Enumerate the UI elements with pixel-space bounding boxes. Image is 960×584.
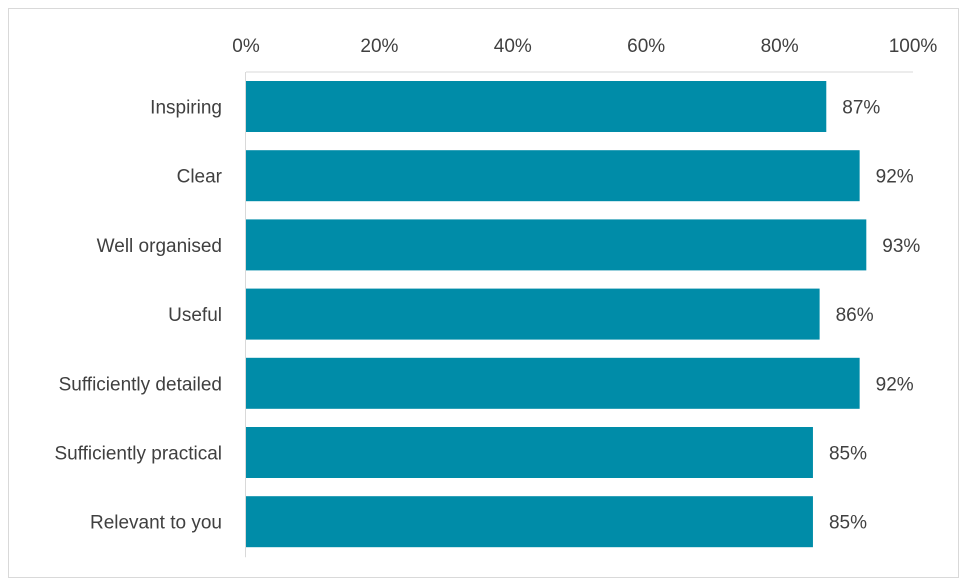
x-tick-label: 60% — [627, 36, 665, 57]
x-tick-label: 40% — [494, 36, 532, 57]
category-label: Sufficiently practical — [54, 444, 222, 465]
category-label: Clear — [177, 167, 223, 188]
category-label: Well organised — [97, 236, 222, 257]
data-label: 92% — [876, 167, 914, 188]
bar — [246, 81, 827, 132]
data-label: 87% — [842, 98, 880, 119]
x-tick-label: 0% — [232, 36, 260, 57]
category-label: Useful — [168, 305, 222, 326]
data-label: 85% — [829, 513, 867, 534]
category-label: Relevant to you — [90, 513, 222, 534]
value-labels: 87% 92% 93% 86% 92% 85% 85% — [829, 98, 920, 534]
data-label: 93% — [882, 236, 920, 257]
bar — [246, 427, 813, 478]
category-label: Inspiring — [150, 98, 222, 119]
x-tick-label: 20% — [360, 36, 398, 57]
category-labels: Inspiring Clear Well organised Useful Suffic… — [54, 98, 222, 534]
bar — [246, 357, 860, 409]
bar — [246, 219, 867, 271]
x-axis-ticks: 0% 20% 40% 60% 80% 100% — [232, 36, 938, 73]
x-tick-label: 100% — [889, 36, 938, 57]
bar — [246, 496, 813, 548]
data-label: 92% — [876, 374, 914, 395]
bar — [246, 288, 820, 340]
data-label: 85% — [829, 444, 867, 465]
x-tick-label: 80% — [761, 36, 799, 57]
bar — [246, 150, 860, 202]
data-label: 86% — [836, 305, 874, 326]
bars-group — [246, 81, 867, 548]
category-label: Sufficiently detailed — [59, 374, 222, 395]
